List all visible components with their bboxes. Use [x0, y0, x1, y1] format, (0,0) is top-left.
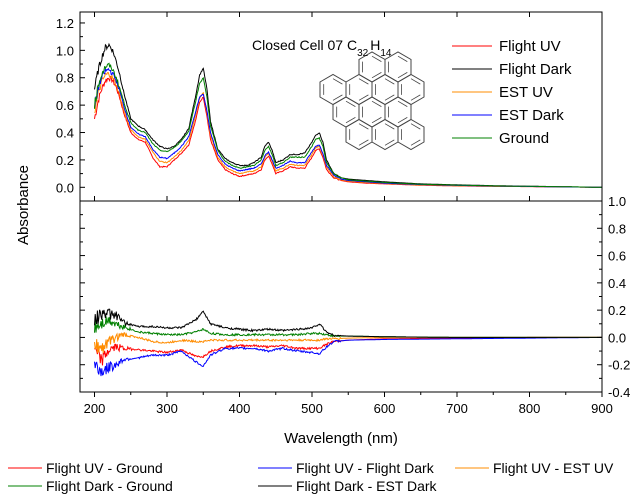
- bottom-y-tick-label: 0.2: [608, 303, 626, 318]
- axes-group: 0.0 0.2 0.4 0.6 0.8 1.0 1.2 -0.4 -0.2 0.0 0.2 0.4 0.…: [56, 12, 630, 416]
- bottom-series-line-flight-dark-est-dark: [94, 308, 602, 338]
- bottom-y-tick-label: -0.2: [608, 358, 630, 373]
- x-tick-label: 300: [156, 401, 178, 416]
- molecule-ring: [358, 51, 386, 83]
- top-legend-label: Ground: [499, 130, 549, 147]
- top-series-line-ground: [94, 62, 602, 188]
- bottom-y-tick-label: 0.4: [608, 276, 626, 291]
- top-y-tick-label: 0.0: [56, 180, 74, 195]
- y-axis-label: Absorbance: [15, 165, 32, 245]
- top-legend-label: EST UV: [499, 84, 553, 101]
- molecule-double-bond: [336, 100, 356, 124]
- top-legend-label: EST Dark: [499, 107, 564, 124]
- x-tick-label: 600: [374, 401, 396, 416]
- x-tick-label: 800: [519, 401, 541, 416]
- molecule-double-bond: [375, 78, 395, 101]
- x-tick-label: 900: [591, 401, 613, 416]
- molecule-double-bond: [362, 55, 382, 79]
- x-tick-label: 700: [446, 401, 468, 416]
- top-y-tick-label: 0.4: [56, 126, 74, 141]
- molecule-ring: [345, 118, 373, 151]
- bottom-y-tick-label: -0.4: [608, 385, 630, 400]
- bottom-plot-frame: [79, 200, 603, 393]
- molecule-double-bond: [362, 100, 382, 124]
- x-tick-label: 200: [84, 401, 106, 416]
- bottom-legend-label: Flight Dark - EST Dark: [296, 478, 438, 494]
- molecule-double-bond: [388, 55, 408, 79]
- bottom-legend-label: Flight UV - Ground: [46, 460, 163, 476]
- top-y-tick-label: 0.2: [56, 153, 74, 168]
- bottom-legend-label: Flight UV - EST UV: [493, 460, 614, 476]
- x-tick-label: 400: [229, 401, 251, 416]
- bottom-series-line-flight-dark-ground: [94, 316, 602, 338]
- x-axis-label: Wavelength (nm): [284, 430, 398, 447]
- x-tick-label: 500: [301, 401, 323, 416]
- top-legend: Flight UV Flight Dark EST UV EST Dark Ground: [452, 38, 572, 147]
- top-y-tick-label: 1.0: [56, 43, 74, 58]
- top-series-group: [94, 42, 602, 188]
- top-legend-label: Flight UV: [499, 38, 561, 55]
- bottom-series-line-flight-uv-flight-dark: [94, 336, 602, 377]
- bottom-legend: Flight UV - Ground Flight UV - Flight Dar…: [8, 460, 614, 494]
- bottom-y-tick-label: 0.8: [608, 221, 626, 236]
- bottom-series-group: [94, 308, 602, 377]
- top-y-tick-label: 0.6: [56, 98, 74, 113]
- bottom-legend-label: Flight UV - Flight Dark: [296, 460, 435, 476]
- top-y-tick-label: 1.2: [56, 16, 74, 31]
- top-y-tick-label: 0.8: [56, 71, 74, 86]
- molecule-structure-drawing: [319, 51, 425, 151]
- bottom-legend-label: Flight Dark - Ground: [46, 478, 173, 494]
- molecule-ring: [319, 73, 347, 106]
- molecule-double-bond: [349, 123, 369, 146]
- cell-annotation: Closed Cell 07 C32H14: [252, 37, 392, 59]
- top-legend-label: Flight Dark: [499, 61, 572, 78]
- molecule-double-bond: [349, 78, 369, 101]
- molecule-double-bond: [401, 78, 421, 101]
- molecule-double-bond: [375, 123, 395, 146]
- molecule-ring: [397, 118, 425, 151]
- bottom-y-tick-label: 0.6: [608, 249, 626, 264]
- bottom-y-tick-label: 0.0: [608, 330, 626, 345]
- molecule-double-bond: [388, 100, 408, 124]
- molecule-double-bond: [401, 123, 421, 146]
- molecule-double-bond: [323, 78, 343, 101]
- bottom-y-tick-label: 1.0: [608, 194, 626, 209]
